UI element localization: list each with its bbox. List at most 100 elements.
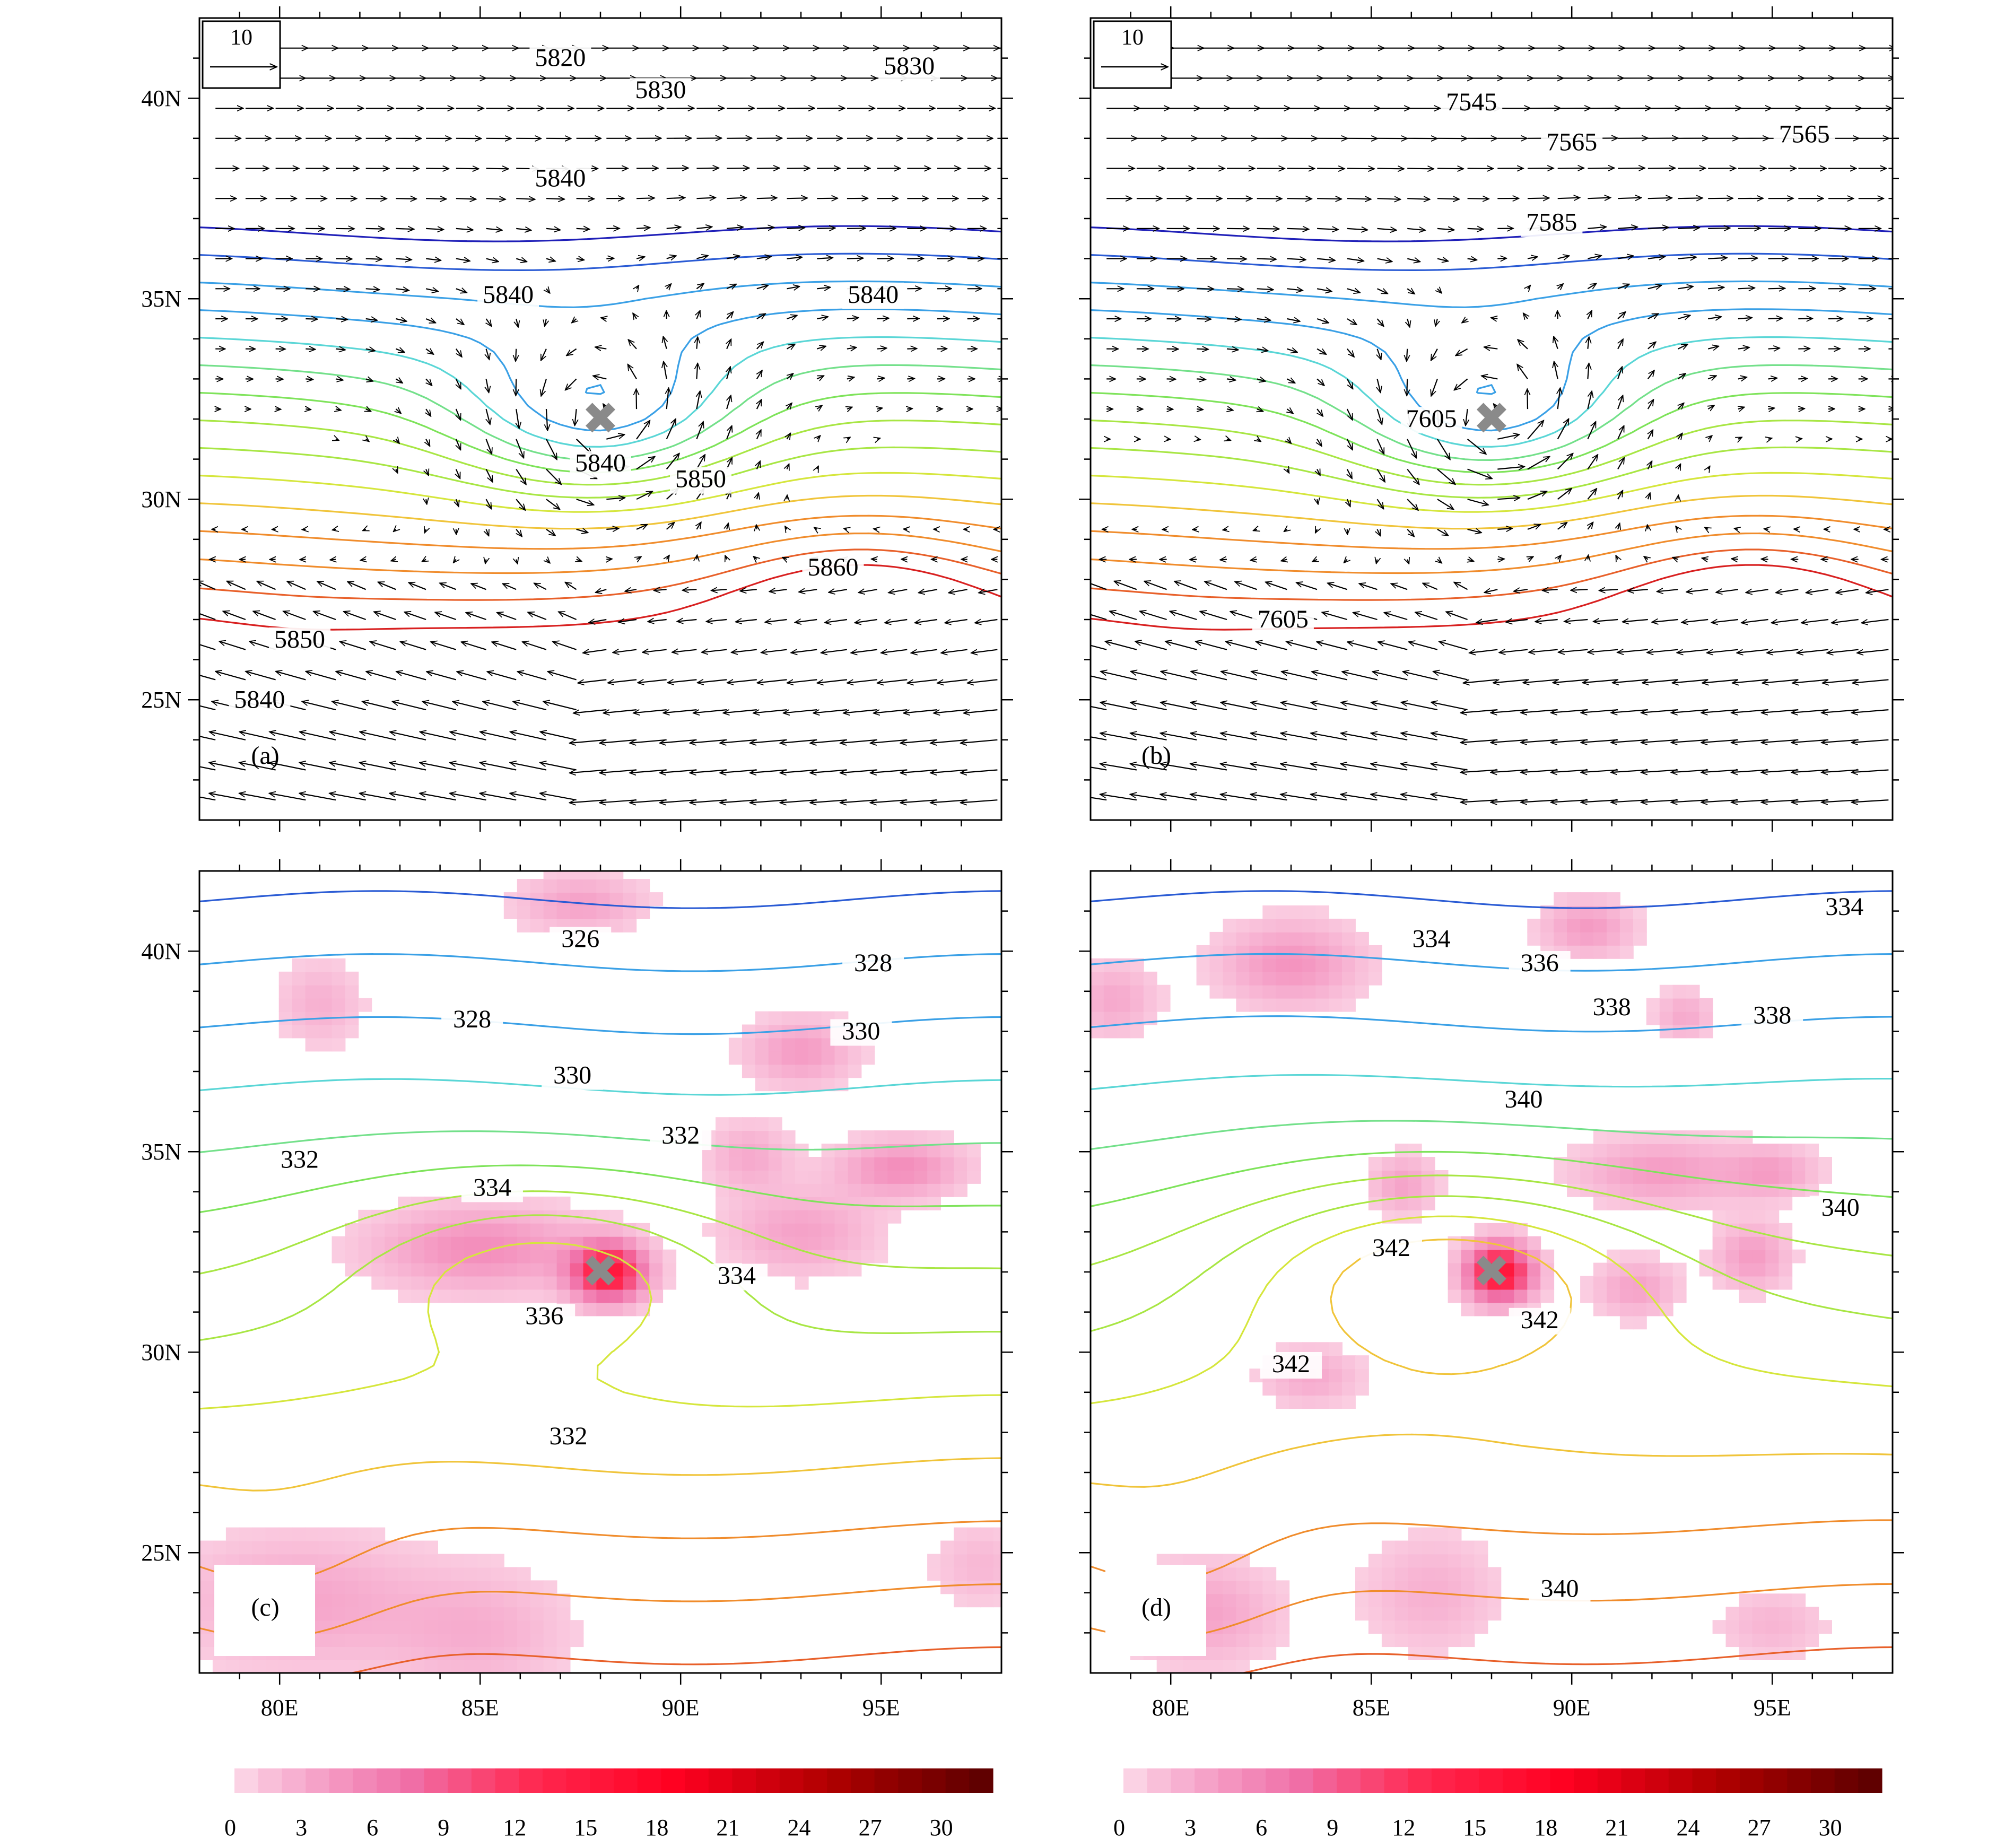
precip-cell: [1792, 1144, 1806, 1157]
precip-cell: [742, 1170, 756, 1184]
colorbar-left: 0 3 6 9 12 15 18 21 24 27 30: [224, 1768, 993, 1841]
wind-vector: [317, 581, 336, 590]
wind-vector: [817, 435, 820, 439]
wind-vector: [877, 408, 883, 409]
precip-cell: [411, 1209, 425, 1224]
wind-vector: [1832, 620, 1859, 623]
longitude-tick-label: 95E: [1754, 1695, 1791, 1721]
precip-cell: [1580, 1289, 1594, 1303]
precip-cell: [278, 1660, 293, 1673]
wind-vector: [874, 709, 908, 713]
precip-cell: [1765, 1607, 1780, 1621]
precip-cell: [543, 1580, 557, 1594]
precip-cell: [332, 1580, 346, 1594]
precip-cell: [1156, 984, 1171, 999]
latitude-tick-label: 35N: [141, 1139, 181, 1165]
wind-vector: [306, 672, 336, 681]
precip-cell: [411, 1276, 425, 1290]
wind-vector: [787, 464, 789, 469]
wind-vector: [209, 794, 246, 801]
precip-cell: [1130, 984, 1144, 999]
colorbar-right-cells: [1123, 1768, 1882, 1793]
precip-cell: [1779, 1607, 1793, 1621]
precip-cell: [861, 1183, 875, 1197]
precip-cell: [1633, 1302, 1647, 1317]
wind-vector: [424, 529, 426, 533]
wind-vector: [1588, 310, 1593, 319]
precip-cell: [1276, 945, 1290, 959]
wind-vector: [1341, 733, 1378, 740]
colorbar-cell: [234, 1768, 259, 1793]
precip-cell: [503, 1646, 518, 1660]
wind-vector: [1861, 620, 1889, 623]
precip-cell: [1672, 1196, 1687, 1210]
wind-vector: [1160, 764, 1197, 771]
precip-cell: [1448, 1540, 1462, 1555]
precip-cell: [636, 1262, 650, 1277]
wind-vector: [578, 679, 607, 683]
precip-cell: [556, 1276, 571, 1290]
wind-vector: [1192, 529, 1197, 530]
precip-cell: [1394, 1209, 1409, 1224]
wind-vector: [1738, 347, 1749, 349]
precip-cell: [332, 958, 346, 972]
precip-cell: [1633, 1183, 1647, 1197]
precip-cell: [438, 1620, 451, 1634]
precip-cell: [517, 1646, 531, 1660]
precip-cell: [834, 1236, 849, 1250]
precip-cell: [927, 1554, 941, 1568]
wind-vector: [344, 612, 367, 621]
precip-cell: [1342, 1355, 1356, 1370]
latitude-tick-label: 35N: [141, 286, 181, 312]
wind-vector: [302, 701, 336, 711]
colorbar-cell: [1289, 1768, 1314, 1793]
wind-vector: [362, 702, 396, 711]
precip-cell: [742, 1144, 756, 1157]
precip-cell: [1448, 1620, 1462, 1634]
precip-cell: [834, 1144, 849, 1157]
precip-cell: [742, 1064, 756, 1078]
precip-cell: [1408, 1567, 1422, 1581]
wind-vector: [1588, 363, 1589, 379]
precip-cell: [1646, 1157, 1660, 1171]
wind-vector: [1708, 317, 1721, 319]
wind-vector: [1251, 702, 1287, 711]
wind-vector: [1738, 407, 1745, 409]
wind-vector: [302, 529, 306, 530]
precip-cell: [1779, 1183, 1793, 1197]
precip-cell: [1779, 1593, 1793, 1608]
wind-vector: [365, 289, 380, 290]
wind-vector: [642, 650, 667, 652]
colorbar-cell: [1360, 1768, 1385, 1793]
precip-cell: [927, 1157, 941, 1171]
contour-line: [199, 336, 1001, 448]
wind-vector: [1617, 426, 1625, 440]
precip-cell: [901, 1196, 915, 1210]
precip-cell: [411, 1580, 425, 1594]
wind-vector: [606, 258, 614, 259]
precip-cell: [398, 1607, 412, 1621]
precip-cell: [398, 1249, 412, 1263]
wind-vector: [1587, 283, 1596, 289]
wind-vector: [393, 702, 426, 711]
precip-cell: [1805, 1157, 1819, 1171]
contour-line: [1091, 391, 1893, 474]
panel-a-wind-vectors: [199, 48, 1001, 803]
precip-cell: [1646, 1262, 1660, 1277]
latitude-tick-label: 25N: [141, 687, 181, 713]
colorbar-cell: [519, 1768, 543, 1793]
precip-cell: [278, 1024, 293, 1039]
wind-vector: [1342, 672, 1378, 681]
wind-vector: [466, 613, 486, 621]
colorbar-cell: [1810, 1768, 1835, 1793]
wind-vector: [638, 679, 667, 683]
wind-vector: [1130, 795, 1167, 801]
wind-vector: [269, 763, 306, 771]
colorbar-cell: [448, 1768, 472, 1793]
wind-vector: [786, 373, 794, 379]
wind-vector: [636, 524, 647, 529]
contour-label: 342: [1521, 1306, 1559, 1334]
wind-vector: [396, 439, 399, 443]
precip-cell: [728, 1051, 743, 1065]
wind-vector: [1403, 672, 1438, 681]
